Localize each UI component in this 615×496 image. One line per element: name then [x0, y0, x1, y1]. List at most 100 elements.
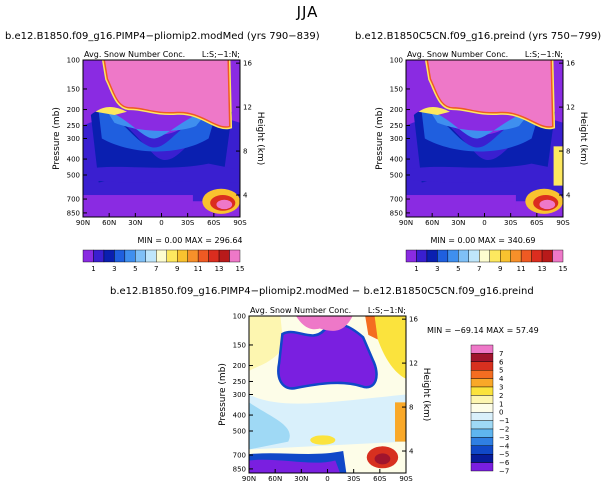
x-tick-label: 60N	[102, 219, 116, 227]
colorbar-swatch	[124, 249, 136, 263]
field-positive-cap	[296, 316, 353, 331]
colorbar-label: 2	[499, 392, 503, 400]
colorbar-swatch	[405, 249, 417, 263]
y-tick-label: 250	[390, 122, 403, 130]
y-tick-label: 500	[67, 172, 80, 180]
y-tick-label: 200	[390, 106, 403, 114]
colorbar-swatch	[229, 249, 241, 263]
colorbar-swatch	[468, 249, 480, 263]
y2-axis-label: Height (km)	[578, 112, 588, 166]
colorbar-swatch	[470, 420, 494, 430]
field-edge	[395, 402, 406, 442]
colorbar-swatch	[416, 249, 428, 263]
x-tick-label: 60S	[207, 219, 221, 227]
field-hotspot	[374, 453, 391, 465]
field-rim	[418, 107, 450, 115]
colorbar-swatch	[156, 249, 167, 263]
colorbar-label: 6	[499, 358, 504, 366]
colorbar-swatch	[470, 361, 494, 371]
panel-title-1: b.e12.B1850C5CN.f09_g16.preind (yrs 750−…	[355, 31, 601, 42]
colorbar-label: 15	[236, 265, 245, 273]
colorbar-label: 3	[435, 265, 439, 273]
colorbar-swatch	[426, 249, 438, 263]
colorbar-label: −5	[499, 451, 509, 459]
y-tick-label: 300	[233, 391, 246, 399]
y2-tick-label: 8	[409, 404, 413, 412]
y-tick-label: 200	[67, 106, 80, 114]
y-tick-label: 200	[233, 362, 246, 370]
colorbar-swatch	[470, 445, 494, 455]
field-band	[249, 316, 284, 371]
y-tick-label: 850	[233, 465, 246, 473]
y-tick-label: 250	[67, 122, 80, 130]
y2-tick-label: 16	[566, 60, 575, 68]
colorbar-label: 3	[499, 384, 503, 392]
heatmap-field-1	[406, 60, 563, 217]
field-band	[371, 316, 406, 379]
colorbar-swatch	[510, 249, 522, 263]
colorbar-swatch	[218, 249, 230, 263]
y2-tick-label: 4	[243, 192, 248, 200]
colorbar-label: −4	[499, 442, 510, 450]
panel-variable-code: L:S;−1:N;	[202, 50, 240, 59]
panel-subtitle: Avg. Snow Number Conc.	[84, 50, 185, 59]
colorbar-label: 4	[499, 375, 504, 383]
x-tick-label: 60S	[530, 219, 544, 227]
colorbar-label: −6	[499, 459, 510, 467]
field-negative-blob	[279, 325, 376, 388]
colorbar-swatch	[447, 249, 459, 263]
x-tick-label: 90S	[233, 219, 247, 227]
field-band	[98, 111, 217, 152]
colorbar-swatch	[470, 395, 494, 404]
x-tick-label: 90N	[242, 475, 256, 483]
colorbar-swatch	[552, 249, 564, 263]
field-band	[421, 111, 540, 152]
x-tick-label: 60N	[268, 475, 282, 483]
colorbar-swatch	[470, 353, 494, 362]
y-tick-label: 150	[233, 341, 246, 349]
y-tick-label: 100	[390, 57, 403, 65]
colorbar-label: 9	[498, 265, 502, 273]
colorbar-label: 5	[499, 367, 503, 375]
y-tick-label: 150	[67, 85, 80, 93]
y-tick-label: 700	[390, 196, 403, 204]
colorbar-swatch	[470, 437, 494, 446]
field-band	[106, 110, 209, 139]
colorbar-0: 1 3 5 7 9 11 13 15	[82, 249, 245, 273]
panel-title-0: b.e12.B1850.f09_g16.PIMP4−pliomip2.modMe…	[5, 31, 320, 42]
y2-tick-label: 8	[566, 148, 570, 156]
panel-axes-2: 90N 60N 30N 0 30S 60S 90S 100 150 200 250 300 400 500…	[218, 306, 431, 483]
colorbar-swatch	[470, 386, 494, 396]
y-tick-label: 150	[390, 85, 403, 93]
colorbar-label: 5	[456, 265, 460, 273]
x-tick-label: 60N	[425, 219, 439, 227]
y-axis-label: Pressure (mb)	[375, 107, 385, 170]
colorbar-swatch	[208, 249, 220, 263]
panel-subtitle: Avg. Snow Number Conc.	[407, 50, 508, 59]
colorbar-swatch	[114, 249, 126, 263]
y-tick-label: 850	[390, 209, 403, 217]
colorbar-label: 11	[194, 265, 203, 273]
y2-tick-label: 12	[409, 360, 418, 368]
colorbar-swatch	[93, 249, 105, 263]
y-tick-label: 400	[233, 412, 246, 420]
y-tick-label: 500	[233, 428, 246, 436]
panel-title-2: b.e12.B1850.f09_g16.PIMP4−pliomip2.modMe…	[110, 286, 534, 297]
y-tick-label: 300	[67, 135, 80, 143]
colorbar-label: −2	[499, 426, 509, 434]
y2-tick-label: 8	[243, 148, 247, 156]
y-tick-label: 100	[67, 57, 80, 65]
panel-axes-0: 90N 60N 30N 0 30S 60S 90S 100 150 200 250 300 400 500…	[52, 50, 265, 227]
x-tick-label: 30S	[504, 219, 518, 227]
heatmap-field-2	[249, 316, 406, 473]
colorbar-swatch	[458, 249, 470, 263]
colorbar-label: 7	[154, 265, 158, 273]
field-plume	[427, 60, 553, 127]
x-tick-label: 90S	[399, 475, 413, 483]
x-tick-label: 90S	[556, 219, 570, 227]
colorbar-swatch	[197, 249, 209, 263]
field-hotspot	[539, 199, 556, 210]
y2-tick-label: 4	[566, 192, 571, 200]
